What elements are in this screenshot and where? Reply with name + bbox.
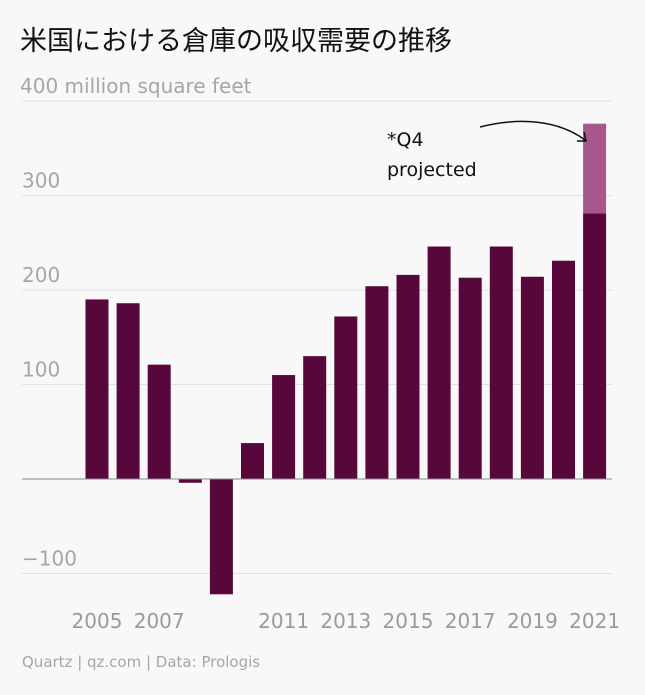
x-tick-label: 2017 xyxy=(445,609,496,633)
y-tick-label: −100 xyxy=(22,547,77,571)
annotation-line1: *Q4 xyxy=(387,129,424,151)
annotation-line2: projected xyxy=(387,159,477,181)
y-tick-labels: 300 200 100 −100 xyxy=(22,169,77,571)
bar-2020 xyxy=(552,260,575,479)
chart-title: 米国における倉庫の吸収需要の推移 xyxy=(20,26,452,57)
annotation-arrow xyxy=(479,120,586,141)
bar-2008 xyxy=(178,479,202,483)
bar-2006 xyxy=(116,303,140,479)
bar-2005 xyxy=(85,299,109,479)
bar-2010 xyxy=(241,443,264,479)
x-tick-label: 2005 xyxy=(72,609,123,633)
bar-2014 xyxy=(365,286,389,479)
source-note: Quartz | qz.com | Data: Prologis xyxy=(22,653,260,671)
bar-2016 xyxy=(427,246,451,479)
bar-2019 xyxy=(520,276,544,479)
x-tick-label: 2019 xyxy=(507,609,558,633)
x-tick-label: 2011 xyxy=(258,609,309,633)
bars xyxy=(85,123,607,595)
x-tick-label: 2015 xyxy=(383,609,434,633)
y-tick-label: 200 xyxy=(22,263,60,287)
x-tick-label: 2013 xyxy=(320,609,371,633)
bar-2021 xyxy=(583,213,607,479)
annotation-arrowhead xyxy=(577,131,587,142)
x-tick-labels: 2005 2007 2011 2013 2015 2017 2019 2021 xyxy=(72,609,621,633)
bar-2012 xyxy=(303,356,327,479)
bar-projected-2021 xyxy=(583,123,607,214)
bar-2018 xyxy=(489,246,513,479)
x-tick-label: 2021 xyxy=(569,609,620,633)
x-tick-label: 2007 xyxy=(134,609,185,633)
y-tick-label: 300 xyxy=(22,169,60,193)
y-tick-label: 100 xyxy=(22,358,60,382)
bar-2007 xyxy=(147,364,171,479)
bar-2015 xyxy=(396,274,420,479)
bar-2017 xyxy=(458,277,482,479)
bar-2009 xyxy=(209,479,233,595)
bar-2011 xyxy=(272,375,296,479)
bar-2013 xyxy=(334,316,358,479)
unit-label: 400 million square feet xyxy=(20,74,252,98)
